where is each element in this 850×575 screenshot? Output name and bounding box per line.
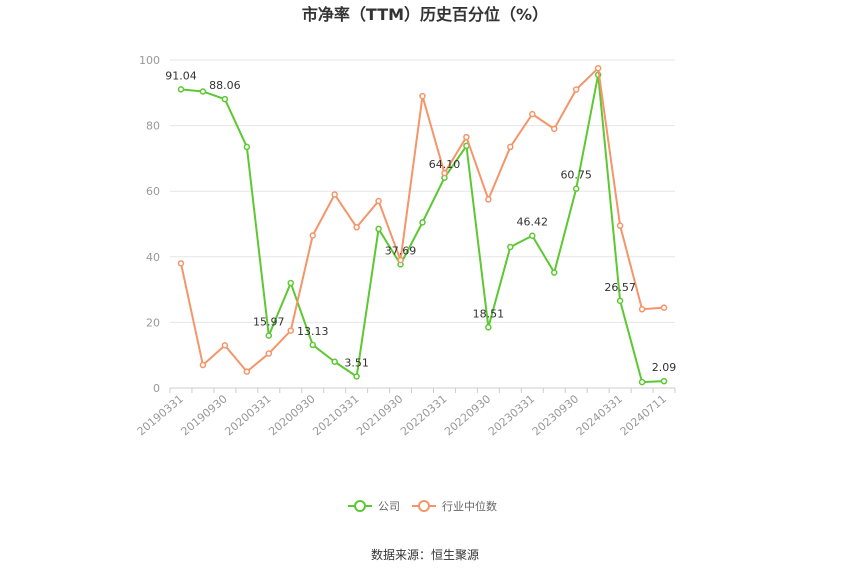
x-tick-label-20190930: 20190930: [179, 392, 230, 438]
series-1-point-20230630: [550, 125, 558, 133]
x-tick-label-20220930: 20220930: [442, 392, 493, 438]
series-0-point-20240630: [638, 378, 646, 386]
series-1-point-20220630: [463, 133, 470, 141]
data-label-20200331: 15.97: [253, 316, 285, 329]
x-tick-label-20240711: 20240711: [618, 392, 669, 438]
series-0-point-20190331: [177, 86, 185, 93]
series-layer: [177, 64, 668, 386]
series-1-point-20201231: [331, 191, 338, 198]
legend-industry-median-label: 行业中位数: [442, 499, 497, 513]
data-label-20220930: 18.51: [473, 307, 505, 320]
series-0-point-20200630: [287, 279, 295, 287]
series-1-point-20220331: [441, 169, 448, 177]
series-1-point-20190930: [221, 342, 229, 349]
series-1-point-20231231: [594, 64, 602, 72]
data-source-note: 数据来源：恒生聚源: [371, 547, 479, 562]
legend-company-label: 公司: [378, 500, 400, 513]
series-1-point-20190331: [177, 260, 185, 267]
series-0-point-20230930: [572, 185, 580, 192]
data-label-20210331: 3.51: [344, 356, 369, 369]
series-1-point-20240630: [638, 306, 646, 313]
x-tick-label-20240331: 20240331: [574, 392, 625, 438]
data-label-20190930: 88.06: [209, 79, 241, 92]
y-tick-label-60: 60: [146, 185, 160, 198]
y-tick-label-40: 40: [146, 251, 160, 264]
series-0-point-20210331: [353, 373, 360, 380]
data-label-20240711: 2.09: [652, 361, 677, 374]
data-label-layer: 91.04 88.06 15.97 13.13 3.51 37.69 64.10 18.51 4…: [165, 69, 676, 374]
series-0-point-20200331: [265, 332, 273, 339]
data-label-20230331: 46.42: [517, 216, 549, 229]
series-1-point-20230930: [572, 86, 580, 93]
data-label-20200930: 13.13: [297, 325, 329, 338]
x-tick-label-20210930: 20210930: [354, 392, 405, 438]
series-1-point-20210930: [397, 256, 404, 264]
series-0-point-20191231: [243, 143, 251, 151]
series-1-point-20230331: [529, 110, 536, 118]
series-1-point-20240711: [660, 304, 668, 311]
series-1-point-20220930: [485, 196, 492, 203]
series-0-point-20230630: [550, 269, 558, 276]
x-tick-label-20200331: 20200331: [222, 392, 273, 438]
legend-company-marker: [354, 500, 366, 512]
x-tick-label-20210331: 20210331: [310, 392, 361, 438]
series-1-point-20240331: [616, 222, 624, 229]
series-0-point-20200930: [309, 341, 316, 349]
legend-item-company[interactable]: 公司: [348, 500, 400, 513]
y-tick-label-80: 80: [146, 120, 160, 133]
series-1-point-20221231: [507, 143, 514, 151]
series-1-point-20210331: [353, 224, 360, 231]
x-tick-label-20220331: 20220331: [398, 392, 449, 438]
series-0-point-20210630: [375, 225, 382, 233]
legend: 公司 行业中位数: [348, 499, 497, 513]
x-tick-label-20190331: 20190331: [135, 392, 186, 438]
data-label-20190331: 91.04: [165, 69, 197, 82]
series-1-point-20210630: [375, 197, 382, 205]
series-0-point-20190930: [221, 95, 229, 103]
series-1-point-20191231: [243, 368, 251, 375]
chart-title: 市净率（TTM）历史百分位（%）: [302, 5, 548, 24]
x-tick-label-20200930: 20200930: [266, 392, 317, 438]
series-0-point-20240331: [616, 297, 624, 305]
grid-layer: [170, 59, 675, 323]
x-tick-label-20230930: 20230930: [530, 392, 581, 438]
y-tick-label-20: 20: [146, 316, 160, 329]
series-1-point-20200630: [287, 327, 295, 334]
series-0-point-20220930: [485, 324, 492, 331]
data-label-20230930: 60.75: [560, 169, 592, 182]
legend-item-industry-median[interactable]: 行业中位数: [412, 499, 497, 513]
legend-industry-median-marker: [418, 500, 430, 512]
series-1-point-20200331: [265, 350, 273, 357]
series-1-point-20200930: [309, 232, 316, 239]
data-label-20240331: 26.57: [604, 281, 636, 294]
series-0-point-20221231: [507, 243, 514, 251]
series-0-point-20240711: [660, 377, 668, 385]
series-0-point-20190630: [199, 88, 207, 95]
series-1-point-20211231: [419, 92, 426, 100]
series-0-point-20201231: [331, 358, 338, 366]
series-1-point-20190630: [199, 361, 207, 369]
series-0-point-20211231: [419, 219, 426, 226]
y-tick-label-100: 100: [139, 54, 160, 67]
series-line-0: [180, 73, 665, 384]
data-label-20220331: 64.10: [429, 158, 461, 171]
x-tick-label-20230331: 20230331: [486, 392, 537, 438]
data-label-20210930: 37.69: [385, 244, 417, 257]
series-0-point-20230331: [529, 232, 536, 239]
y-tick-label-0: 0: [153, 382, 160, 395]
